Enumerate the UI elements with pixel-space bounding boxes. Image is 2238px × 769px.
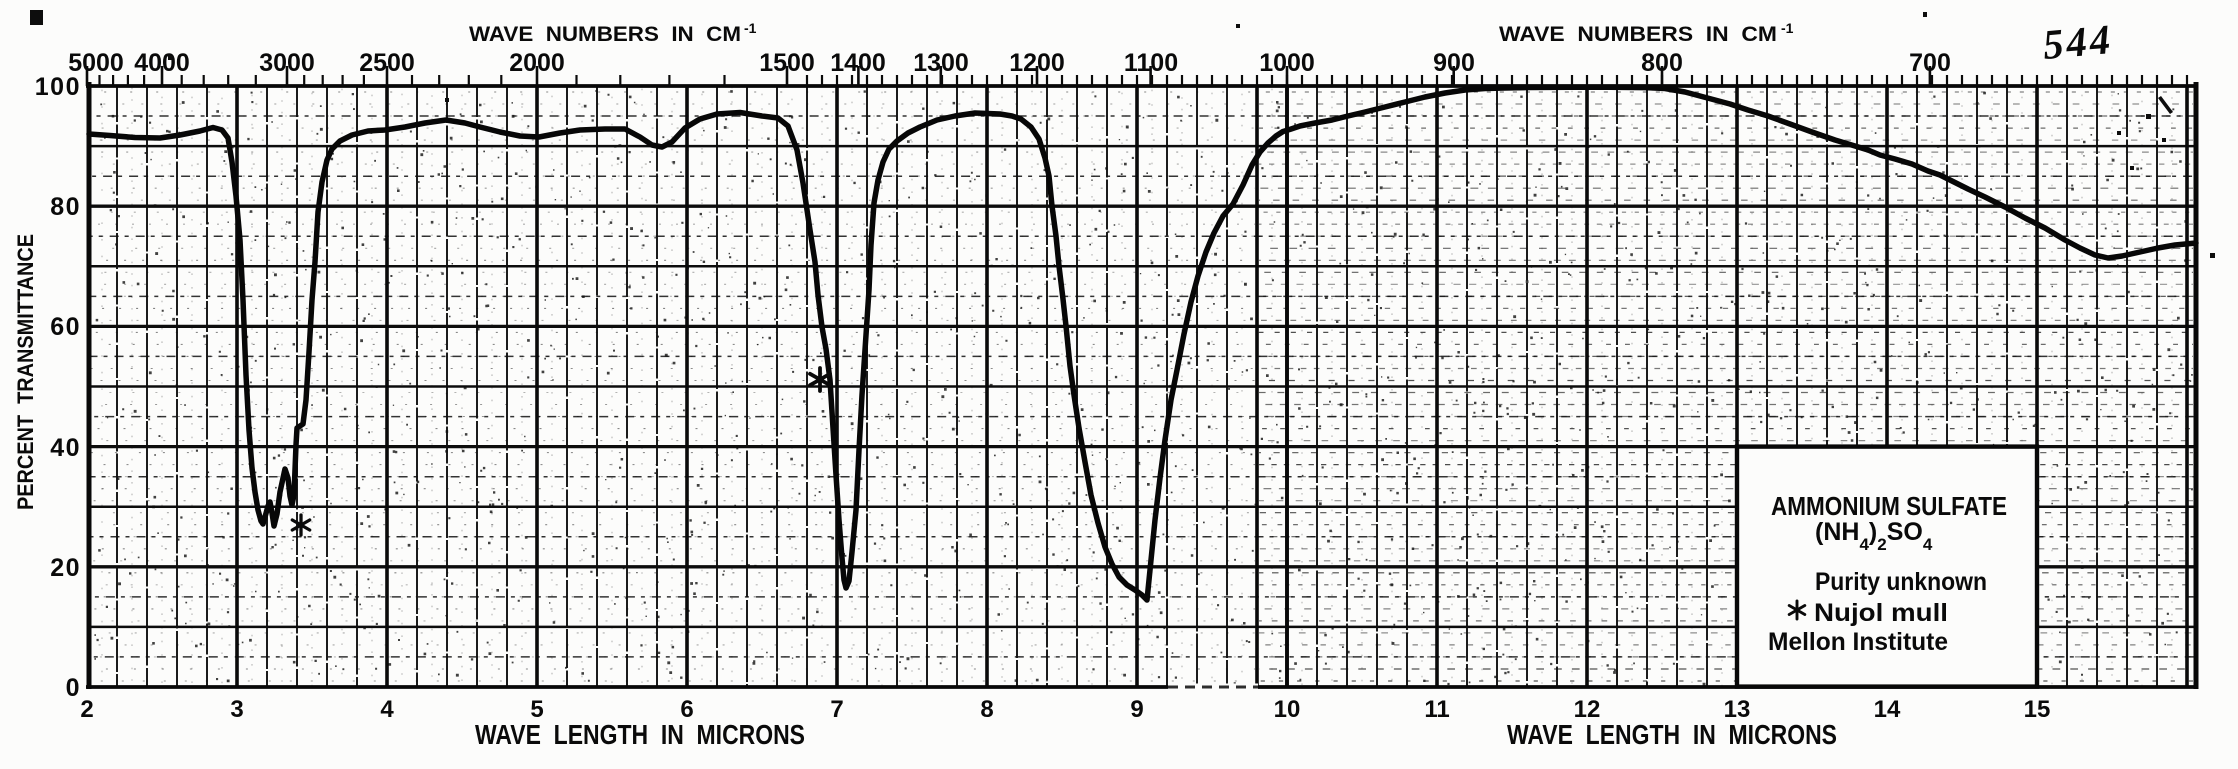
- svg-text:10: 10: [1274, 696, 1301, 723]
- svg-text:544: 544: [2041, 17, 2115, 69]
- svg-text:4000: 4000: [134, 49, 190, 77]
- svg-text:11: 11: [1424, 696, 1449, 723]
- svg-text:2500: 2500: [359, 49, 415, 77]
- svg-text:Purity unknown: Purity unknown: [1815, 568, 1987, 596]
- svg-text:-1: -1: [744, 20, 757, 36]
- svg-text:1400: 1400: [830, 49, 886, 77]
- svg-text:5000: 5000: [68, 49, 124, 77]
- svg-text:1100: 1100: [1124, 49, 1178, 77]
- svg-text:800: 800: [1641, 49, 1683, 77]
- svg-text:PERCENT TRANSMITTANCE: PERCENT TRANSMITTANCE: [13, 234, 38, 510]
- svg-text:1500: 1500: [759, 49, 815, 77]
- svg-text:8: 8: [980, 696, 993, 723]
- svg-text:3: 3: [230, 696, 243, 723]
- svg-text:0: 0: [66, 674, 81, 702]
- svg-text:20: 20: [50, 554, 81, 582]
- svg-text:900: 900: [1433, 49, 1475, 77]
- svg-text:1200: 1200: [1009, 49, 1065, 77]
- svg-text:40: 40: [50, 434, 81, 462]
- svg-text:13: 13: [1724, 696, 1751, 723]
- svg-text:60: 60: [50, 313, 81, 341]
- svg-text:-1: -1: [1781, 20, 1794, 36]
- svg-text:AMMONIUM SULFATE: AMMONIUM SULFATE: [1771, 491, 2007, 521]
- svg-text:Nujol mull: Nujol mull: [1814, 599, 1948, 627]
- svg-text:WAVE NUMBERS IN CM: WAVE NUMBERS IN CM: [469, 22, 741, 46]
- svg-text:1300: 1300: [913, 49, 969, 77]
- svg-text:WAVE LENGTH IN MICRONS: WAVE LENGTH IN MICRONS: [1507, 719, 1837, 750]
- svg-text:15: 15: [2024, 696, 2051, 723]
- svg-text:WAVE NUMBERS IN CM: WAVE NUMBERS IN CM: [1499, 22, 1777, 46]
- svg-text:80: 80: [50, 193, 81, 221]
- svg-text:1000: 1000: [1259, 49, 1315, 77]
- svg-text:700: 700: [1909, 49, 1951, 77]
- svg-text:7: 7: [830, 696, 843, 723]
- svg-text:9: 9: [1130, 696, 1143, 723]
- svg-text:12: 12: [1574, 696, 1601, 723]
- svg-text:2000: 2000: [509, 49, 565, 77]
- svg-text:2: 2: [80, 696, 93, 723]
- svg-text:Mellon Institute: Mellon Institute: [1768, 628, 1948, 656]
- svg-text:100: 100: [35, 73, 81, 101]
- svg-text:WAVE LENGTH IN MICRONS: WAVE LENGTH IN MICRONS: [475, 719, 805, 750]
- svg-text:6: 6: [680, 696, 693, 723]
- svg-text:14: 14: [1874, 696, 1901, 723]
- svg-text:4: 4: [380, 696, 394, 723]
- svg-text:5: 5: [530, 696, 543, 723]
- svg-text:3000: 3000: [259, 49, 315, 77]
